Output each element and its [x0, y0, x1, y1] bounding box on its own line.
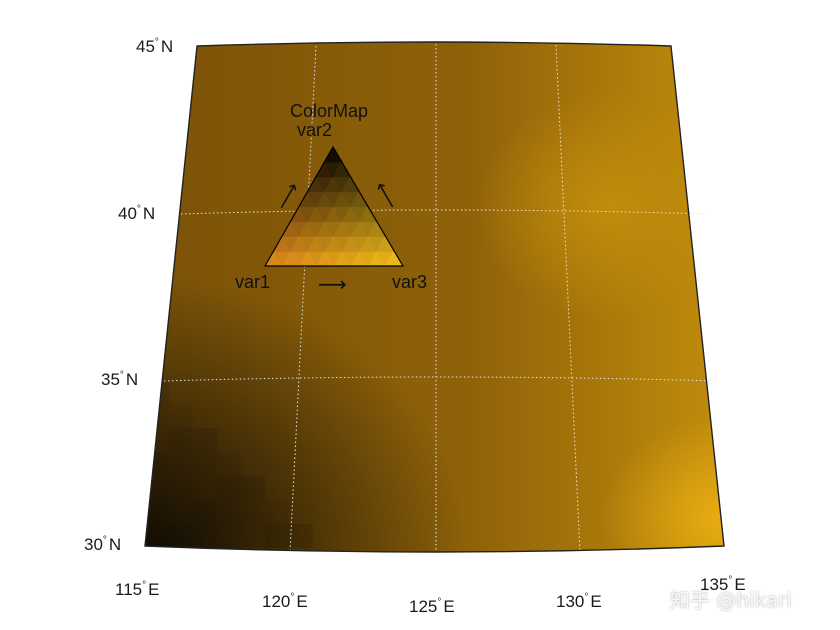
- map-tile: [217, 524, 241, 548]
- axis-label: 45° N: [136, 37, 173, 57]
- degree-icon: °: [119, 370, 124, 381]
- map-tile: [217, 476, 241, 500]
- axis-label: 120° E: [262, 592, 308, 612]
- axis-label: 130° E: [556, 592, 602, 612]
- map-frame: [144, 41, 725, 553]
- degree-icon: °: [142, 580, 147, 591]
- map-tiles: [145, 380, 313, 548]
- axis-label-suffix: E: [443, 597, 455, 616]
- axis-label-suffix: N: [125, 370, 139, 389]
- degree-icon: °: [437, 597, 442, 608]
- axis-label-suffix: E: [590, 592, 602, 611]
- axis-label-value: 125: [409, 597, 438, 616]
- longitude-gridline: [555, 44, 581, 553]
- latitude-gridline: [163, 376, 717, 382]
- watermark: 知乎 @hikari: [670, 588, 792, 612]
- axis-label-value: 135: [700, 575, 729, 594]
- map-tile: [145, 476, 169, 500]
- map-tile: [145, 524, 169, 548]
- longitude-gridline: [289, 45, 317, 553]
- map-tile: [241, 476, 265, 500]
- legend-var-left: var1: [235, 272, 271, 292]
- legend-outline: [263, 145, 405, 267]
- map-tile: [241, 500, 265, 524]
- axis-label-suffix: E: [148, 580, 160, 599]
- axis-label-suffix: N: [108, 535, 122, 554]
- legend-var-top: var2: [297, 120, 333, 140]
- map-tile: [265, 524, 289, 548]
- map-tile: [193, 452, 217, 476]
- map-tile: [169, 500, 193, 524]
- map-tile: [289, 524, 313, 548]
- axis-label: 125° E: [409, 597, 455, 617]
- map-tile: [145, 380, 169, 404]
- axis-label-value: 45: [136, 37, 155, 56]
- map-tile: [217, 500, 241, 524]
- map-light-shade-south: [145, 42, 724, 552]
- axis-label-value: 40: [118, 204, 137, 223]
- map-tile: [241, 524, 265, 548]
- map-tile: [265, 500, 289, 524]
- map-tile: [169, 452, 193, 476]
- map-tile: [193, 524, 217, 548]
- axis-label-value: 115: [115, 580, 143, 599]
- axis-label-suffix: E: [734, 575, 746, 594]
- axis-label: 135° E: [700, 575, 746, 595]
- axis-label-value: 120: [262, 592, 291, 611]
- axis-label: 40° N: [118, 204, 155, 224]
- degree-icon: °: [136, 204, 141, 215]
- map-tile: [169, 476, 193, 500]
- map-tile: [193, 500, 217, 524]
- map-tile: [193, 476, 217, 500]
- degree-icon: °: [584, 592, 589, 603]
- legend-title: ColorMap: [290, 101, 369, 121]
- axis-label-value: 130: [556, 592, 585, 611]
- arrow-bottom-edge-icon: ⟶: [318, 272, 347, 296]
- graticule: [163, 44, 717, 555]
- ternary-colormap-legend: [263, 145, 405, 267]
- axis-label-suffix: N: [160, 37, 174, 56]
- degree-icon: °: [102, 535, 107, 546]
- map-tile: [169, 524, 193, 548]
- map-tile: [217, 452, 241, 476]
- axis-label: 35° N: [101, 370, 138, 390]
- legend-var-right: var3: [392, 272, 428, 292]
- map-tile: [193, 428, 217, 452]
- degree-icon: °: [290, 592, 295, 603]
- axis-label-suffix: E: [296, 592, 308, 611]
- degree-icon: °: [728, 575, 733, 586]
- axis-label: 30° N: [84, 535, 121, 555]
- axis-label: 115° E: [115, 580, 159, 600]
- map-tile: [145, 452, 169, 476]
- axis-label-value: 30: [84, 535, 103, 554]
- map-tile: [169, 428, 193, 452]
- degree-icon: °: [154, 37, 159, 48]
- axis-label-suffix: N: [142, 204, 156, 223]
- axis-label-value: 35: [101, 370, 120, 389]
- latitude-gridline: [180, 209, 710, 215]
- map-tile: [169, 404, 193, 428]
